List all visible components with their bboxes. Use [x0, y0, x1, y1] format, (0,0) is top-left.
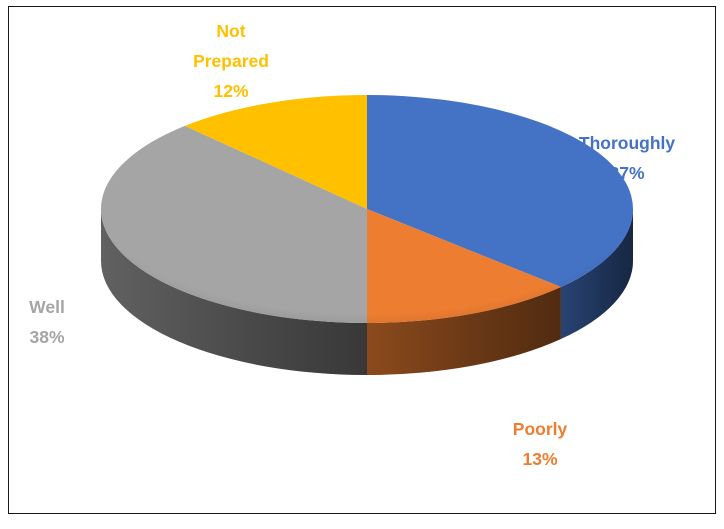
data-label-not-prepared: Not Prepared 12%: [193, 21, 269, 101]
data-label-percent: 13%: [522, 449, 557, 469]
data-label-thoroughly: Thoroughly 37%: [579, 133, 676, 183]
data-label-name: Poorly: [513, 419, 568, 439]
pie-top-bevel: [101, 95, 633, 323]
data-label-percent: 37%: [609, 163, 644, 183]
data-label-poorly: Poorly 13%: [513, 419, 568, 469]
data-label-name: Well: [29, 297, 65, 317]
chart-frame: Thoroughly 37% Poorly 13% Well 38% Not Prepared…: [8, 6, 716, 514]
data-label-name: Thoroughly: [579, 133, 676, 153]
data-label-name: Prepared: [193, 51, 269, 71]
data-label-percent: 12%: [213, 81, 248, 101]
data-label-well: Well 38%: [29, 297, 65, 347]
slice-side-shading-well: [101, 209, 367, 375]
slice-side-shading-thoroughly: [560, 209, 633, 340]
slice-side-shading-poorly: [367, 287, 561, 375]
data-label-name: Not: [216, 21, 245, 41]
pie-chart: Thoroughly 37% Poorly 13% Well 38% Not Prepared…: [29, 21, 676, 469]
data-label-percent: 38%: [29, 327, 64, 347]
